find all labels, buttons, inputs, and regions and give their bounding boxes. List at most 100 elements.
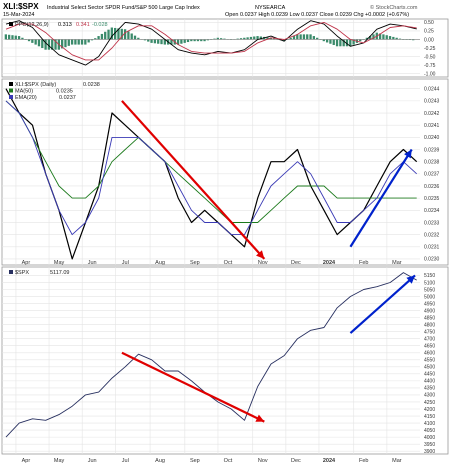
ppo-y-tick-label: 0.25	[424, 29, 434, 35]
ppo-histogram-bar	[47, 39, 51, 50]
ratio-series-line-0	[5, 88, 418, 260]
ppo-legend-label: PPO(12,26,9)	[15, 22, 49, 28]
ppo-histogram-bar	[84, 39, 87, 45]
spx-y-tick-label: 4700	[424, 337, 435, 343]
ratio-y-tick-label: 0.0236	[424, 184, 440, 190]
ppo-histogram-bar	[299, 34, 302, 40]
x-tick-label-spx: 2024	[323, 458, 336, 464]
ratio-y-tick-label: 0.0242	[424, 111, 440, 117]
ppo-histogram-bar	[180, 39, 183, 44]
spx-y-tick-label: 4150	[424, 414, 435, 420]
x-tick-label-spx: Jul	[122, 458, 129, 464]
x-tick-label-ratio: Jun	[88, 260, 97, 266]
ppo-histogram-bar	[200, 39, 203, 42]
spx-legend-value: 5117.09	[50, 270, 69, 276]
ppo-histogram-bar	[193, 39, 196, 42]
ppo-histogram-bar	[107, 29, 110, 40]
ppo-histogram-bar	[8, 34, 11, 40]
x-tick-label-spx: Jun	[88, 458, 97, 464]
ratio-legend-label: EMA(20)	[15, 95, 37, 101]
ppo-histogram-bar	[87, 39, 90, 43]
ppo-histogram-bar	[236, 38, 239, 40]
ppo-histogram-bar	[216, 37, 219, 40]
ppo-y-tick-label: -0.75	[424, 63, 436, 69]
ppo-histogram-bar	[176, 39, 180, 45]
ppo-histogram-bar	[17, 36, 21, 40]
ppo-histogram-bar	[332, 39, 335, 46]
ppo-histogram-bar	[31, 39, 34, 43]
ppo-histogram-bar	[329, 39, 332, 44]
ratio-legend-value: 0.0235	[56, 89, 73, 95]
x-axis: Apr Apr May May Jun Jun Jul Jul Aug Aug Sep Sep Oct O…	[22, 260, 402, 464]
ppo-histogram-bar	[64, 39, 67, 48]
spx-y-tick-label: 5150	[424, 273, 435, 279]
ppo-legend-swatch	[9, 22, 13, 26]
ppo-histogram-bar	[157, 39, 160, 44]
ppo-histogram-bar	[67, 39, 70, 46]
ratio-legend-label: MA(50)	[15, 89, 33, 95]
ppo-histogram-bar	[54, 39, 57, 50]
ppo-histogram-bar	[266, 37, 269, 40]
ratio-y-tick-label: 0.0240	[424, 135, 440, 141]
ppo-histogram-bar	[219, 38, 223, 40]
ppo-histogram-bar	[94, 38, 97, 40]
spx-legend-label: $SPX	[15, 270, 29, 276]
ppo-histogram-bar	[213, 38, 216, 40]
spx-y-tick-label: 4650	[424, 344, 435, 350]
ppo-histogram-bar	[163, 39, 166, 45]
chart-ohlc: Open 0.0237 High 0.0239 Low 0.0237 Close…	[225, 12, 409, 18]
ppo-histogram-bar	[41, 39, 44, 48]
spx-trendline-arrowhead	[255, 414, 265, 422]
x-tick-label-spx: Oct	[224, 458, 233, 464]
ppo-histogram-bar	[37, 39, 41, 47]
ppo-histogram-bar	[246, 37, 249, 40]
ppo-histogram-bar	[4, 34, 7, 40]
ratio-trendline	[349, 148, 413, 248]
x-tick-label-spx: Dec	[291, 458, 301, 464]
ppo-histogram-bar	[11, 35, 14, 40]
ppo-histogram-bar	[170, 39, 173, 45]
ppo-histogram-bar	[100, 33, 104, 40]
ppo-histogram-bar	[382, 34, 385, 40]
ppo-histogram-bar	[110, 27, 113, 40]
spx-y-tick-label: 5000	[424, 294, 435, 300]
ratio-y-tick-label: 0.0234	[424, 208, 440, 214]
ppo-histogram-bar	[378, 33, 382, 40]
ppo-histogram-bar	[21, 37, 24, 40]
ppo-histogram-bar	[325, 39, 329, 43]
ratio-y-tick-label: 0.0238	[424, 159, 440, 165]
ppo-histogram-bar	[345, 39, 349, 47]
ppo-series-line-1	[5, 21, 417, 61]
ppo-histogram-bar	[272, 38, 276, 40]
ppo-histogram-bar	[296, 34, 299, 40]
ppo-histogram-bar	[365, 37, 369, 40]
ppo-histogram-bar	[335, 39, 339, 47]
ppo-histogram-bar	[392, 36, 395, 40]
spx-y-tick-label: 4500	[424, 365, 435, 371]
ppo-y-tick-label: 0.00	[424, 37, 434, 43]
ppo-histogram-bar	[80, 39, 84, 45]
x-tick-label-ratio: Nov	[258, 260, 268, 266]
x-tick-label-ratio: Dec	[291, 260, 301, 266]
ppo-histogram-bar	[269, 37, 272, 40]
spx-trendline-arrowhead	[406, 275, 416, 284]
ratio-legend-swatch	[9, 88, 13, 93]
spx-legend-swatch	[9, 270, 13, 274]
ppo-histogram-bar	[137, 37, 140, 40]
spx-y-tick-label: 4550	[424, 358, 435, 364]
ppo-histogram-bar	[120, 28, 123, 40]
ppo-histogram-bar	[160, 39, 163, 45]
spx-y-tick-label: 4100	[424, 421, 435, 427]
ppo-histogram-bar	[190, 39, 193, 42]
x-tick-label-ratio: Oct	[224, 260, 233, 266]
ppo-histogram-bar	[249, 36, 253, 40]
ppo-histogram-bar	[372, 34, 375, 40]
ratio-series-line-2	[5, 100, 418, 236]
chart-copyright: © StockCharts.com	[370, 4, 418, 11]
spx-y-tick-label: 4800	[424, 322, 435, 328]
ppo-histogram-bar	[359, 39, 362, 42]
x-tick-label-spx: Apr	[22, 458, 31, 464]
ppo-histogram-bar	[259, 36, 263, 40]
ppo-histogram-bar	[412, 39, 415, 41]
